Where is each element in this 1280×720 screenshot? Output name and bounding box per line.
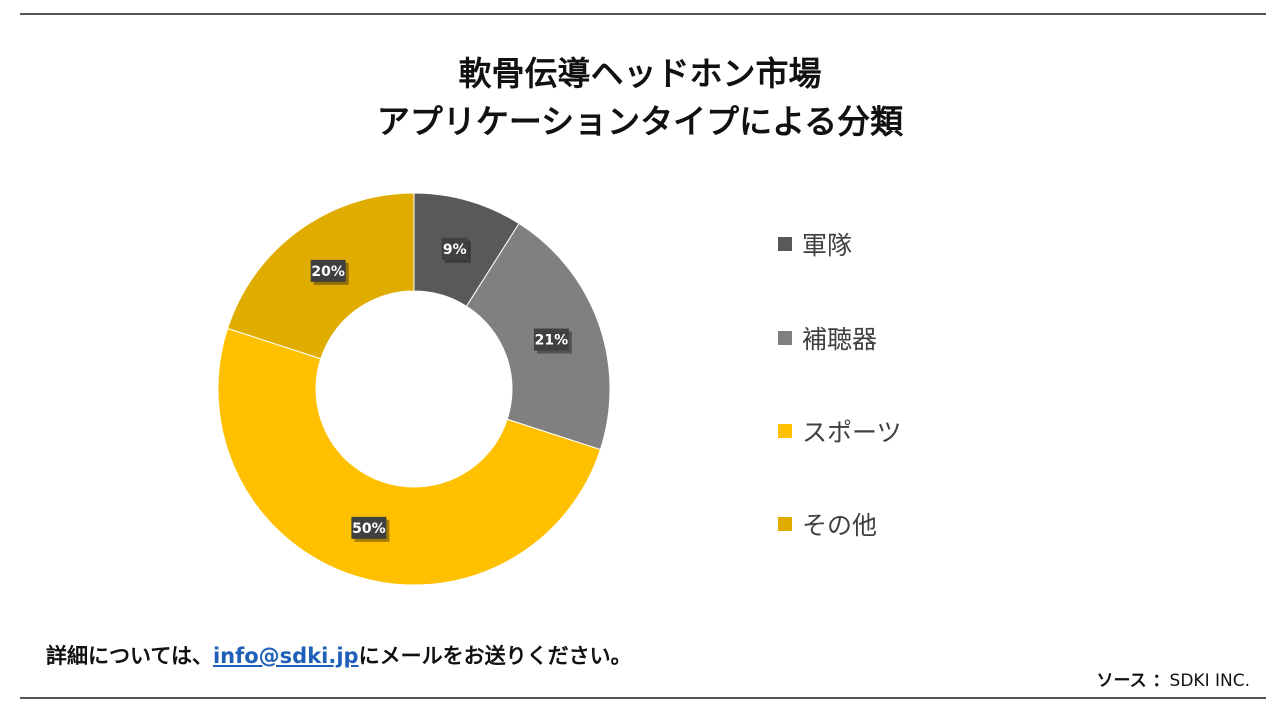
title-line-2: アプリケーションタイプによる分類 [376,102,904,141]
data-label-text: 9% [443,242,467,258]
top-rule [20,13,1266,15]
legend-item-hearing-aid: 補聴器 [778,320,877,356]
data-label-box [310,259,346,282]
legend-label: 軍隊 [802,231,853,260]
legend-label: 補聴器 [802,325,878,354]
source-credit: ソース ：SDKI INC. [1096,666,1250,691]
data-label-box [351,516,387,539]
legend-swatch [778,517,792,531]
data-label: 21% [533,328,572,354]
data-label-box [533,328,569,351]
legend-item-sports: スポーツ [778,413,902,449]
legend-label: その他 [802,511,878,540]
legend-item-other: その他 [778,506,877,542]
legend-swatch [778,424,792,438]
title-line-1: 軟骨伝導ヘッドホン市場 [458,54,822,93]
contact-note: 詳細については、info@sdki.jpにメールをお送りください。 [46,640,632,670]
source-value: SDKI INC. [1169,671,1250,691]
slice-sports [217,327,602,586]
data-label-text: 21% [535,333,569,349]
source-label: ソース ： [1096,671,1170,691]
data-label: 50% [351,516,390,542]
data-label-box [441,237,468,260]
bottom-rule [20,697,1266,699]
email-link[interactable]: info@sdki.jp [212,644,359,668]
legend-swatch [778,331,792,345]
data-label-text: 20% [311,264,345,280]
chart-title: 軟骨伝導ヘッドホン市場 アプリケーションタイプによる分類 [0,50,1280,146]
contact-text-after: にメールをお送りください。 [358,644,632,668]
data-label: 9% [441,237,471,263]
data-label: 20% [310,259,349,285]
contact-text-before: 詳細については、 [46,644,213,668]
data-label-text: 50% [352,521,386,537]
legend-swatch [778,237,792,251]
legend-item-military: 軍隊 [778,226,852,262]
legend-label: スポーツ [802,418,902,447]
